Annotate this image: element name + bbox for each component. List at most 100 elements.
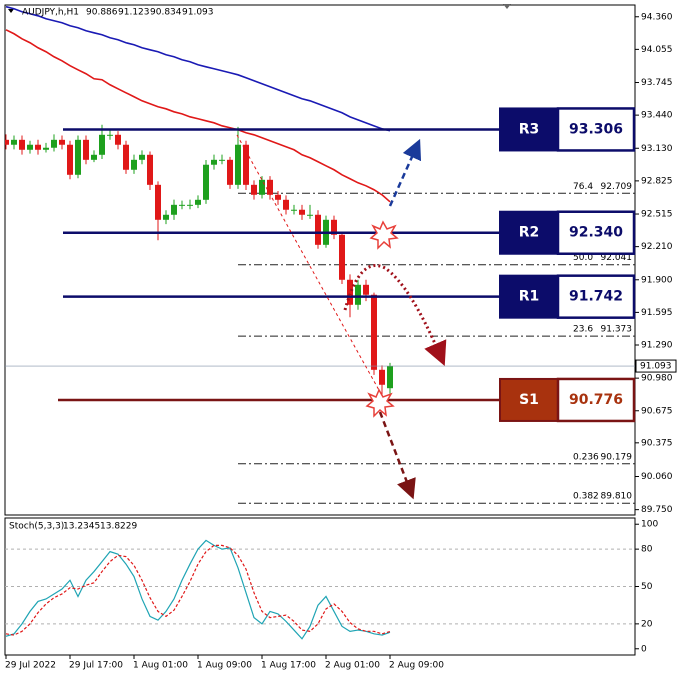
candle-body (219, 159, 225, 161)
level-name: R1 (519, 289, 540, 305)
candle-body (203, 164, 209, 200)
stoch-signal (5, 544, 391, 636)
x-tick-label: 1 Aug 09:00 (197, 661, 252, 671)
y-tick-label: 90.980 (641, 374, 673, 384)
y-tick-label: 80 (641, 545, 653, 555)
y-tick-label: 20 (641, 619, 653, 629)
y-tick-label: 90.375 (641, 438, 673, 448)
trend-line (236, 134, 381, 393)
annotations (236, 134, 447, 500)
axes: 94.360 94.055 93.745 93.440 93.130 92.825 92.5… (5, 12, 677, 671)
level-box-right (556, 210, 636, 255)
fib-ratio: 50.0 (573, 253, 593, 263)
candle-body (171, 204, 177, 215)
level-box-right (556, 107, 636, 152)
candle-body (123, 144, 129, 170)
candle-body (115, 134, 121, 145)
menu-icon (8, 9, 14, 13)
y-tick-label: 0 (641, 644, 647, 654)
level-value: 93.306 (569, 121, 623, 137)
candle-body (59, 139, 65, 145)
x-tick-label: 29 Jul 17:00 (69, 661, 123, 671)
last-price-box (635, 359, 677, 373)
y-tick-label: 93.130 (641, 144, 673, 154)
x-tick-label: 29 Jul 2022 (5, 661, 56, 671)
level-value: 90.776 (569, 392, 623, 408)
candle-body (371, 294, 377, 370)
level-box-left (499, 274, 559, 319)
candle-body (339, 234, 345, 280)
candle-body (19, 139, 25, 150)
y-tick-label: 91.900 (641, 275, 673, 285)
candle-body (179, 204, 185, 206)
level-box-right (556, 377, 636, 423)
candle-body (5, 139, 9, 145)
candle-body (107, 134, 113, 136)
candle-body (243, 144, 249, 185)
candle-body (35, 144, 41, 150)
y-tick-label: 92.515 (641, 210, 673, 220)
moving-average (5, 5, 391, 132)
y-tick-label: 90.675 (641, 406, 673, 416)
y-tick-label: 94.360 (641, 12, 673, 22)
fib-value: 92.041 (601, 253, 633, 263)
y-tick-label: 91.595 (641, 308, 673, 318)
candle-body (139, 154, 145, 160)
fib-ratio: 76.4 (573, 182, 593, 192)
y-tick-label: 91.290 (641, 341, 673, 351)
candle-body (355, 284, 361, 305)
x-tick-label: 2 Aug 09:00 (389, 661, 444, 671)
stoch-main (5, 539, 391, 640)
y-tick-label: 92.825 (641, 176, 673, 186)
candle-body (99, 134, 105, 155)
y-tick-label: 100 (641, 520, 658, 530)
candle-body (11, 139, 17, 145)
stoch-signal-value: 13.8229 (100, 522, 137, 532)
candle-body (43, 147, 49, 150)
level-name: S1 (519, 392, 539, 408)
y-tick-label: 89.750 (641, 505, 673, 515)
candle-body (251, 184, 257, 195)
main-frame (4, 4, 636, 516)
level-value: 91.742 (569, 289, 623, 305)
arrow-curve (343, 264, 447, 367)
main-plot (5, 5, 635, 504)
candle-body (275, 194, 281, 200)
header-high: 91.123 (118, 8, 150, 18)
level-name: R2 (519, 225, 540, 241)
arrow-up (388, 138, 422, 207)
candle-body (91, 154, 97, 160)
candle-body (291, 209, 297, 211)
y-tick-label: 93.440 (641, 111, 673, 121)
candle-body (227, 159, 233, 185)
x-tick-label: 1 Aug 17:00 (261, 661, 316, 671)
level-name: R3 (519, 121, 540, 137)
y-tick-label: 90.060 (641, 472, 673, 482)
burst-icon (369, 220, 399, 250)
symbol-title: AUDJPY,h,H1 (22, 8, 79, 18)
fib-ratio: 0.236 (573, 452, 599, 462)
stoch-main-value: 13.2345 (63, 522, 100, 532)
candle-body (267, 179, 273, 195)
candle-body (83, 139, 89, 160)
header-low: 90.834 (150, 8, 182, 18)
header-open: 90.886 (86, 8, 118, 18)
candle-body (27, 144, 33, 150)
candle-body (131, 159, 137, 170)
candle-body (51, 139, 57, 148)
candle-body (379, 369, 385, 385)
level-value: 92.340 (569, 225, 623, 241)
y-tick-label: 50 (641, 582, 653, 592)
candle-body (155, 184, 161, 220)
x-tick-label: 1 Aug 01:00 (133, 661, 188, 671)
candle-body (347, 279, 353, 305)
candle-body (163, 214, 169, 220)
burst-icon (365, 388, 395, 418)
stoch-plot (5, 539, 635, 640)
candle-body (211, 159, 217, 165)
candle-body (259, 179, 265, 195)
candle-body (75, 139, 81, 175)
stoch-title: Stoch(5,3,3) (9, 522, 64, 532)
